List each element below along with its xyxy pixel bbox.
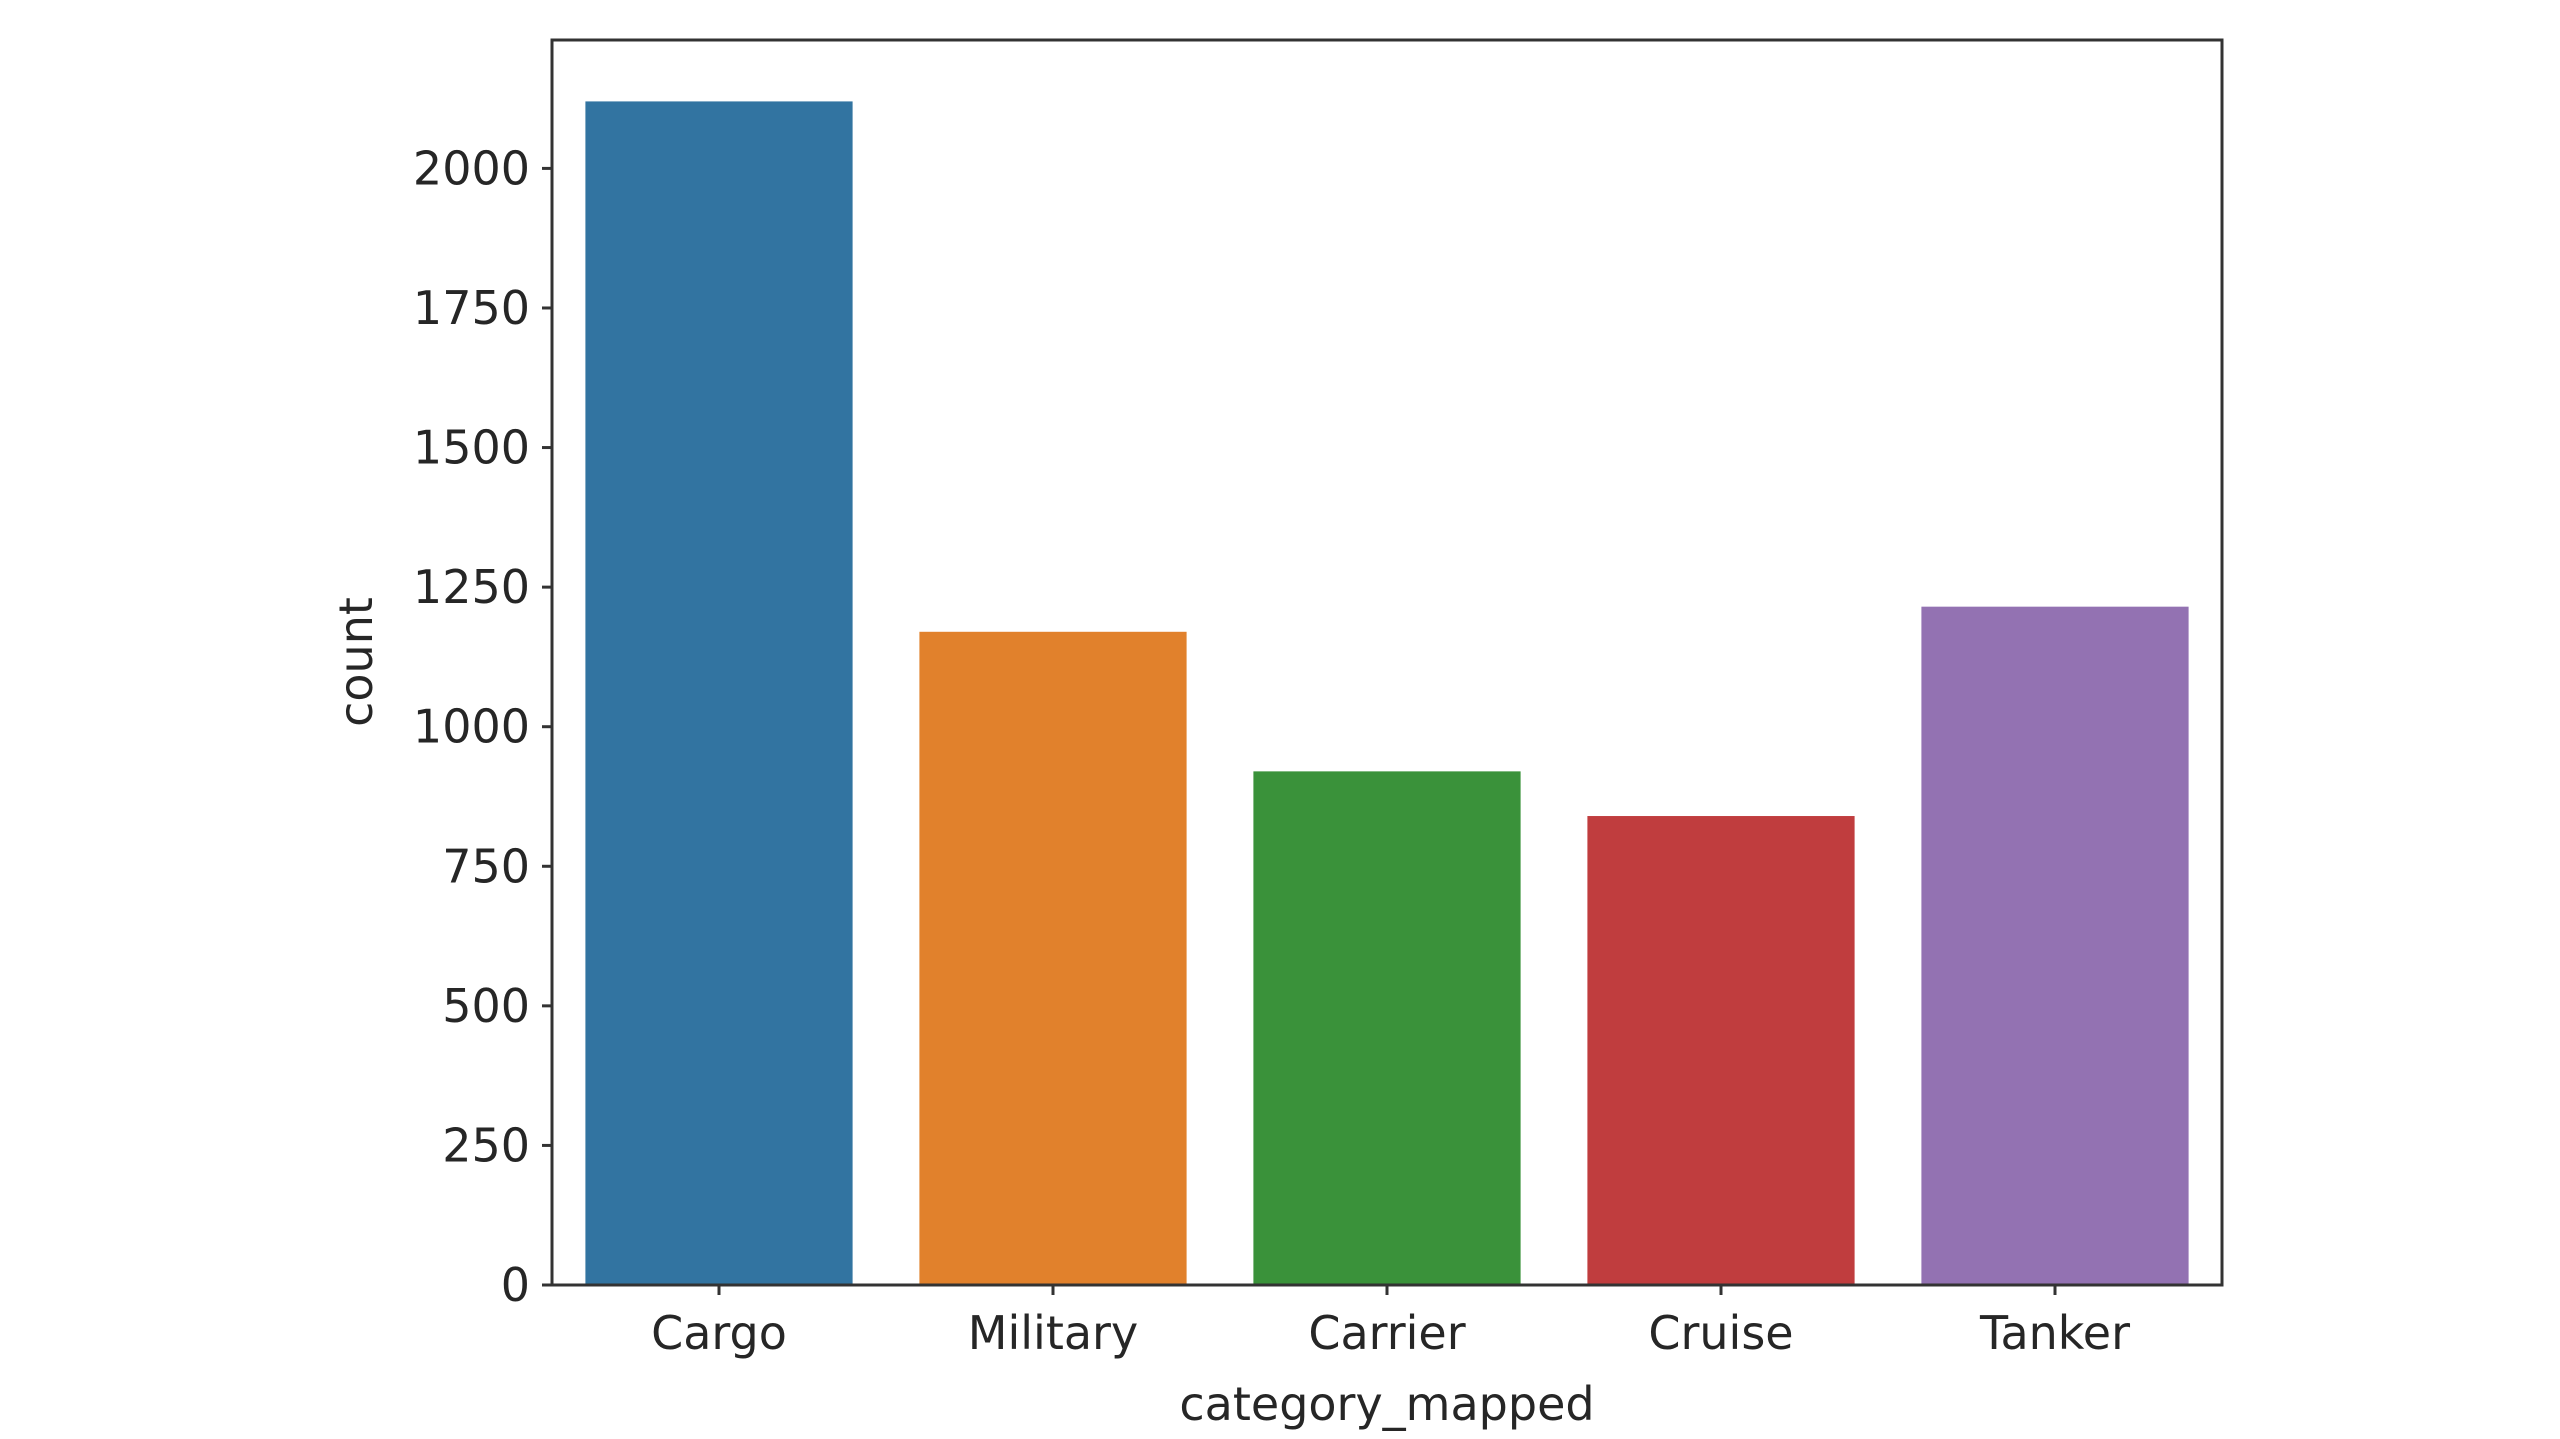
y-tick-label: 250	[442, 1118, 530, 1172]
bar-cruise	[1587, 816, 1855, 1285]
bar-cargo	[585, 101, 853, 1285]
x-tick-label: Military	[968, 1306, 1138, 1360]
bar-carrier	[1253, 771, 1521, 1285]
y-tick-label: 1750	[413, 281, 530, 335]
y-tick-label: 1000	[413, 700, 530, 754]
x-tick-label: Tanker	[1979, 1306, 2130, 1360]
plot-frame	[550, 38, 2224, 1287]
y-tick-label: 2000	[413, 141, 530, 195]
bars-group	[585, 101, 2189, 1285]
y-tick-label: 500	[442, 979, 530, 1033]
y-axis-ticks: 0 250 500 750 1000 1250 1500 1750 2000	[413, 141, 552, 1312]
y-tick-label: 1500	[413, 421, 530, 475]
bar-military	[919, 631, 1187, 1285]
x-tick-label: Cargo	[651, 1306, 787, 1360]
y-tick-label: 750	[442, 839, 530, 893]
x-tick-label: Cruise	[1648, 1306, 1793, 1360]
y-tick-label: 1250	[413, 560, 530, 614]
y-tick-label: 0	[501, 1258, 530, 1312]
bar-tanker	[1921, 606, 2189, 1285]
x-axis-label: category_mapped	[1179, 1377, 1594, 1431]
x-axis-ticks: Cargo Military Carrier Cruise Tanker	[651, 1285, 2130, 1360]
x-tick-label: Carrier	[1308, 1306, 1465, 1360]
y-axis-label: count	[329, 597, 383, 727]
